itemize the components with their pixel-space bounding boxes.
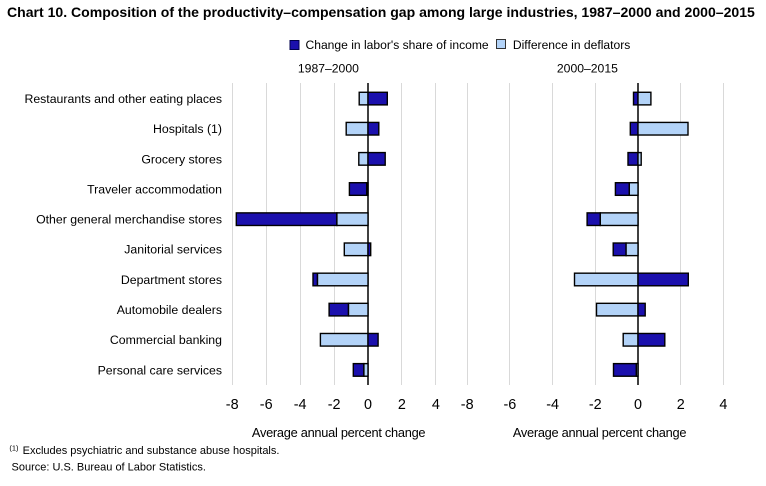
svg-text:-8: -8 — [226, 397, 239, 413]
svg-text:2: 2 — [677, 397, 685, 413]
svg-text:2000–2015: 2000–2015 — [557, 62, 618, 76]
svg-text:Department stores: Department stores — [121, 273, 222, 287]
svg-text:1987–2000: 1987–2000 — [298, 62, 359, 76]
svg-text:Restaurants and other eating p: Restaurants and other eating places — [24, 92, 222, 106]
svg-text:-4: -4 — [546, 397, 559, 413]
svg-text:Commercial banking: Commercial banking — [110, 333, 222, 347]
svg-text:-4: -4 — [294, 397, 307, 413]
svg-text:(1) Excludes psychiatric and s: (1) Excludes psychiatric and substance a… — [9, 444, 279, 458]
svg-text:Chart 10. Composition of the p: Chart 10. Composition of the productivit… — [7, 4, 755, 20]
svg-text:0: 0 — [634, 397, 642, 413]
svg-text:Average annual percent change: Average annual percent change — [513, 425, 687, 440]
svg-text:Grocery stores: Grocery stores — [141, 152, 222, 166]
svg-text:0: 0 — [364, 397, 372, 413]
svg-text:2: 2 — [398, 397, 406, 413]
svg-text:Hospitals (1): Hospitals (1) — [153, 122, 222, 136]
svg-text:-2: -2 — [328, 397, 341, 413]
svg-text:Personal care services: Personal care services — [98, 363, 222, 377]
svg-text:Source: U.S. Bureau of Labor S: Source: U.S. Bureau of Labor Statistics. — [12, 462, 206, 474]
svg-text:-8: -8 — [461, 397, 474, 413]
svg-text:Average annual percent change: Average annual percent change — [252, 425, 426, 440]
svg-text:4: 4 — [432, 397, 440, 413]
svg-text:Automobile dealers: Automobile dealers — [117, 303, 222, 317]
svg-text:Traveler accommodation: Traveler accommodation — [87, 182, 222, 196]
svg-text:Janitorial services: Janitorial services — [124, 243, 222, 257]
svg-text:-6: -6 — [260, 397, 273, 413]
svg-text:Other general merchandise stor: Other general merchandise stores — [36, 213, 222, 227]
svg-text:Difference in deflators: Difference in deflators — [513, 38, 630, 52]
svg-text:-6: -6 — [504, 397, 517, 413]
svg-text:-2: -2 — [589, 397, 602, 413]
svg-text:4: 4 — [719, 397, 727, 413]
svg-text:Change in labor's share of inc: Change in labor's share of income — [306, 38, 489, 52]
